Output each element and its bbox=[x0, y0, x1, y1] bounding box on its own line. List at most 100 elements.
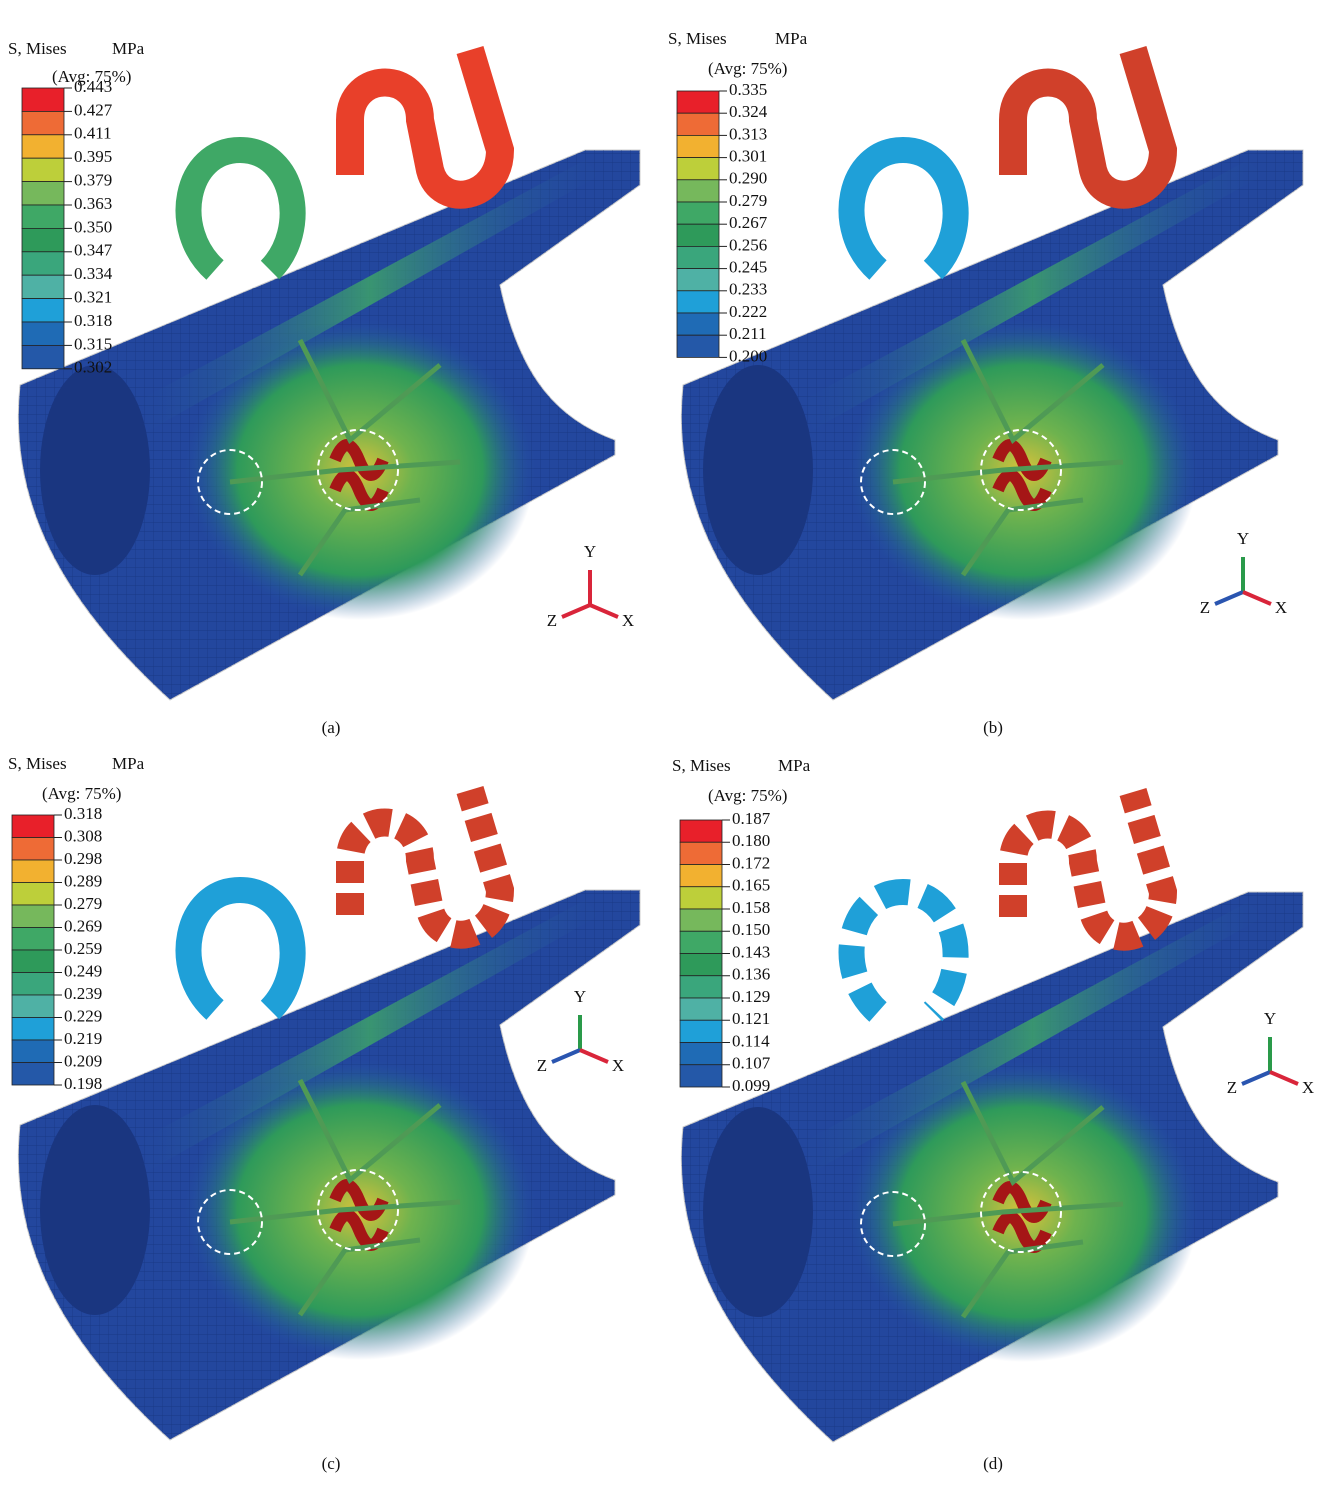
caption: (b) bbox=[983, 718, 1003, 737]
legend-swatch bbox=[680, 909, 722, 931]
legend-value: 0.321 bbox=[74, 288, 112, 307]
legend-value: 0.279 bbox=[729, 191, 767, 210]
legend-swatch bbox=[12, 995, 54, 1018]
legend-value: 0.363 bbox=[74, 194, 112, 213]
legend-swatch bbox=[677, 113, 719, 135]
legend-value: 0.334 bbox=[74, 264, 113, 283]
legend-swatch bbox=[680, 998, 722, 1020]
legend-swatch bbox=[22, 182, 64, 205]
legend-value: 0.107 bbox=[732, 1054, 771, 1073]
legend-swatch bbox=[677, 335, 719, 357]
legend-value: 0.239 bbox=[64, 984, 102, 1003]
legend-value: 0.198 bbox=[64, 1074, 102, 1093]
legend-value: 0.289 bbox=[64, 871, 102, 890]
legend-swatch bbox=[12, 815, 54, 838]
legend-value: 0.318 bbox=[64, 804, 102, 823]
legend-value: 0.427 bbox=[74, 100, 113, 119]
tube-bore bbox=[40, 1105, 150, 1315]
legend-title: S, Mises bbox=[8, 39, 67, 58]
legend-swatch bbox=[12, 973, 54, 996]
legend-swatch bbox=[680, 865, 722, 887]
legend-value: 0.379 bbox=[74, 171, 112, 190]
axis-z bbox=[562, 605, 590, 617]
legend-unit: MPa bbox=[778, 756, 811, 775]
legend-value: 0.256 bbox=[729, 235, 767, 254]
legend-value: 0.222 bbox=[729, 302, 767, 321]
axis-x bbox=[1270, 1072, 1298, 1084]
axis-label: Y bbox=[1264, 1009, 1276, 1028]
legend-swatch bbox=[22, 322, 64, 345]
legend-value: 0.245 bbox=[729, 258, 767, 277]
legend-swatch bbox=[677, 135, 719, 157]
axis-label: Z bbox=[1200, 598, 1210, 617]
legend-swatch bbox=[680, 820, 722, 842]
legend-title: S, Mises bbox=[672, 756, 731, 775]
legend-swatch bbox=[677, 269, 719, 291]
figure: S, MisesMPa(Avg: 75%)0.4430.4270.4110.39… bbox=[0, 0, 1327, 1480]
omega-detail bbox=[189, 890, 293, 1010]
legend-swatch bbox=[680, 1043, 722, 1065]
legend-subtitle: (Avg: 75%) bbox=[708, 786, 787, 805]
legend-swatch bbox=[12, 1040, 54, 1063]
legend-value: 0.313 bbox=[729, 124, 767, 143]
legend-subtitle: (Avg: 75%) bbox=[42, 784, 121, 803]
legend-swatch bbox=[22, 135, 64, 158]
panel bbox=[681, 792, 1303, 1442]
legend-value: 0.209 bbox=[64, 1051, 102, 1070]
legend-value: 0.249 bbox=[64, 961, 102, 980]
legend-value: 0.172 bbox=[732, 853, 770, 872]
axis-label: X bbox=[622, 611, 634, 630]
tube-bore bbox=[703, 365, 813, 575]
legend-value: 0.136 bbox=[732, 965, 770, 984]
legend-value: 0.158 bbox=[732, 898, 770, 917]
serpentine-detail bbox=[1013, 50, 1163, 195]
legend-value: 0.219 bbox=[64, 1029, 102, 1048]
legend-value: 0.269 bbox=[64, 916, 102, 935]
legend-swatch bbox=[680, 842, 722, 864]
omega-detail bbox=[852, 892, 956, 1012]
axis-label: Z bbox=[1227, 1078, 1237, 1097]
legend-swatch bbox=[22, 345, 64, 368]
legend-value: 0.301 bbox=[729, 147, 767, 166]
legend-value: 0.335 bbox=[729, 80, 767, 99]
legend-value: 0.233 bbox=[729, 280, 767, 299]
legend-swatch bbox=[677, 91, 719, 113]
legend-value: 0.443 bbox=[74, 77, 112, 96]
legend-swatch bbox=[12, 883, 54, 906]
legend-swatch bbox=[680, 1065, 722, 1087]
legend-value: 0.308 bbox=[64, 826, 102, 845]
omega-detail bbox=[189, 150, 293, 270]
legend-swatch bbox=[22, 228, 64, 251]
legend-value: 0.099 bbox=[732, 1076, 770, 1095]
legend-swatch bbox=[677, 224, 719, 246]
legend-value: 0.180 bbox=[732, 831, 770, 850]
tube-bore bbox=[40, 365, 150, 575]
legend-value: 0.290 bbox=[729, 169, 767, 188]
omega-detail bbox=[852, 150, 956, 270]
legend-value: 0.267 bbox=[729, 213, 768, 232]
legend-value: 0.318 bbox=[74, 311, 112, 330]
legend-value: 0.279 bbox=[64, 894, 102, 913]
legend-value: 0.143 bbox=[732, 942, 770, 961]
legend-value: 0.324 bbox=[729, 102, 768, 121]
legend-value: 0.200 bbox=[729, 346, 767, 365]
axis-z bbox=[1242, 1072, 1270, 1084]
axis-x bbox=[1243, 592, 1271, 604]
legend-swatch bbox=[677, 313, 719, 335]
legend-swatch bbox=[680, 887, 722, 909]
legend-swatch bbox=[22, 275, 64, 298]
legend-unit: MPa bbox=[775, 29, 808, 48]
legend-swatch bbox=[22, 88, 64, 111]
legend-title: S, Mises bbox=[668, 29, 727, 48]
legend-value: 0.411 bbox=[74, 124, 112, 143]
legend-value: 0.121 bbox=[732, 1009, 770, 1028]
legend-value: 0.165 bbox=[732, 876, 770, 895]
legend-value: 0.129 bbox=[732, 987, 770, 1006]
legend-swatch bbox=[12, 838, 54, 861]
legend-swatch bbox=[12, 928, 54, 951]
legend-swatch bbox=[22, 299, 64, 322]
legend-swatch bbox=[12, 1018, 54, 1041]
legend-value: 0.187 bbox=[732, 809, 771, 828]
axis-label: Y bbox=[1237, 529, 1249, 548]
axis-label: X bbox=[612, 1056, 624, 1075]
